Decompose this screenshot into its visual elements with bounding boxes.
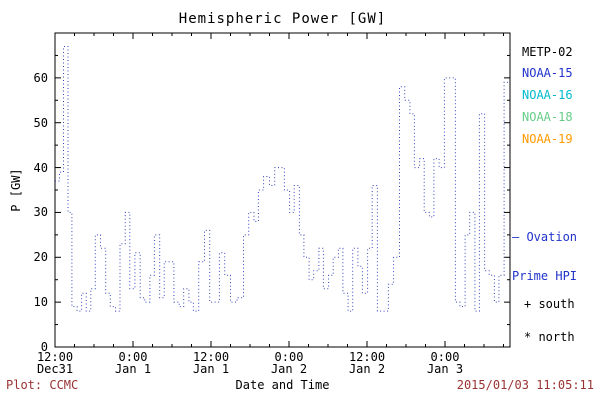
legend-item-metp-02: METP-02 bbox=[522, 45, 573, 59]
x-tick-date-label: Jan 2 bbox=[270, 362, 308, 376]
chart-title: Hemispheric Power [GW] bbox=[178, 11, 387, 27]
legend-item-noaa-19: NOAA-19 bbox=[522, 132, 573, 146]
y-tick-label: 60 bbox=[33, 70, 48, 85]
x-tick-date-label: Jan 1 bbox=[114, 362, 152, 376]
plot-timestamp: 2015/01/03 11:05:11 bbox=[456, 378, 594, 392]
y-tick-label: 20 bbox=[33, 250, 48, 265]
y-tick-label: 10 bbox=[33, 295, 48, 310]
ovation-prime-label: — Ovation Prime HPI bbox=[512, 205, 577, 309]
ovation-prime-label-line2: Prime HPI bbox=[512, 269, 578, 283]
x-tick-time-label: 12:00 bbox=[348, 350, 386, 364]
x-tick-time-label: 0:00 bbox=[274, 350, 304, 364]
plot-credit: Plot: CCMC bbox=[6, 378, 79, 392]
legend-item-noaa-18: NOAA-18 bbox=[522, 110, 573, 124]
y-tick-label: 0 bbox=[40, 340, 48, 354]
axes-frame bbox=[54, 32, 511, 348]
x-axis-label: Date and Time bbox=[235, 378, 330, 392]
north-marker-note: * north bbox=[524, 330, 575, 344]
x-tick-time-label: 12:00 bbox=[192, 350, 230, 364]
x-tick-date-label: Jan 3 bbox=[426, 362, 464, 376]
x-tick-time-label: 0:00 bbox=[118, 350, 148, 364]
south-marker-note: + south bbox=[524, 297, 575, 311]
legend-item-noaa-16: NOAA-16 bbox=[522, 88, 573, 102]
x-tick-time-label: 12:00 bbox=[36, 350, 74, 364]
x-tick-date-label: Jan 1 bbox=[192, 362, 230, 376]
x-tick-time-label: 0:00 bbox=[430, 350, 460, 364]
y-tick-label: 40 bbox=[33, 160, 48, 175]
y-tick-label: 50 bbox=[33, 115, 48, 130]
x-tick-date-label: Dec31 bbox=[36, 362, 74, 376]
ovation-prime-label-line1: — Ovation bbox=[512, 230, 578, 244]
legend-item-noaa-15: NOAA-15 bbox=[522, 66, 573, 80]
x-tick-date-label: Jan 2 bbox=[348, 362, 386, 376]
hpi-step-line bbox=[55, 46, 510, 312]
y-tick-label: 30 bbox=[33, 205, 48, 220]
